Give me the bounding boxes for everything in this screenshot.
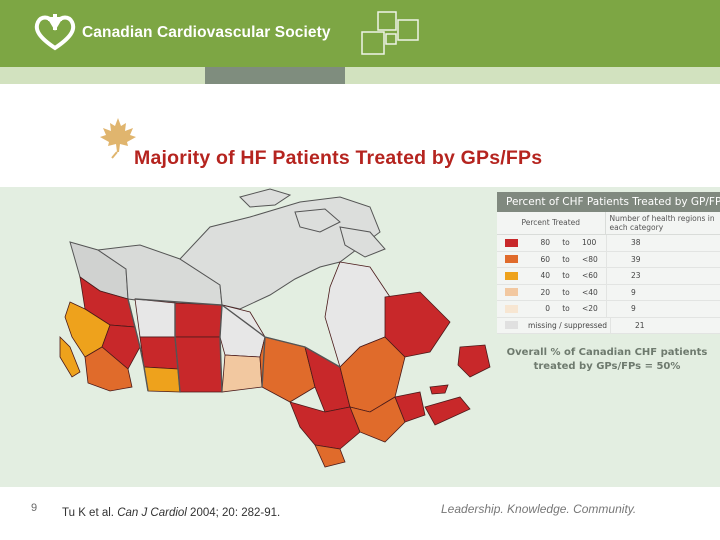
legend-region-count: 9 (606, 284, 636, 300)
legend-range-low: 0 (545, 304, 550, 314)
bc-region-south (84, 346, 133, 392)
canada-health-region-map (59, 188, 491, 468)
ccs-heart-logo-icon (34, 14, 76, 51)
legend-range-low: 80 (540, 238, 550, 248)
manitoba-north (219, 304, 266, 358)
nova-scotia-region (424, 396, 471, 426)
legend-swatch (505, 255, 518, 264)
manitoba-south (221, 354, 263, 393)
arctic-island-1 (239, 188, 292, 208)
legend-range-low: 60 (540, 254, 550, 264)
arctic-island-3 (339, 226, 386, 258)
legend-region-count: 38 (606, 235, 641, 251)
legend-range-to: to (562, 271, 570, 281)
legend-missing-label: missing / suppressed (528, 320, 608, 330)
legend-title: Percent of CHF Patients Treated by GP/FP (497, 192, 720, 212)
legend-range-low: 20 (540, 287, 550, 297)
arctic-island-2 (294, 208, 341, 233)
decorative-squares-icon (361, 11, 419, 55)
header-stripe-light (0, 67, 205, 84)
new-brunswick-region (394, 391, 426, 423)
legend-row: 80 to 100 38 (497, 235, 720, 252)
bc-region-interior (101, 324, 141, 370)
legend-swatch (505, 321, 518, 330)
legend-region-count: 9 (606, 301, 636, 317)
ontario-north-west (259, 336, 316, 403)
legend-region-count: 23 (606, 268, 641, 284)
legend-range-to: to (562, 238, 570, 248)
saskatchewan-south (174, 336, 223, 393)
alberta-central (139, 336, 179, 370)
legend-range-high: 100 (582, 238, 597, 248)
newfoundland-region (457, 344, 491, 378)
tagline: Leadership. Knowledge. Community. (441, 502, 637, 516)
alberta-north (134, 298, 176, 338)
map-legend: Percent of CHF Patients Treated by GP/FP… (497, 192, 720, 334)
legend-region-count: 21 (610, 317, 645, 333)
legend-swatch (505, 304, 518, 313)
bc-island (59, 336, 81, 378)
citation: Tu K et al. Can J Cardiol 2004; 20: 282-… (62, 507, 280, 519)
alberta-south (143, 366, 181, 393)
org-name: Canadian Cardiovascular Society (82, 24, 331, 41)
maple-leaf-icon (100, 118, 136, 159)
legend-column-headers: Percent Treated Number of health regions… (497, 212, 720, 235)
header-stripe-light-right (345, 67, 720, 84)
legend-swatch (505, 271, 518, 280)
legend-range-high: <80 (582, 254, 598, 264)
overall-line-1: Overall % of Canadian CHF patients (506, 347, 708, 358)
legend-range-to: to (562, 287, 570, 297)
saskatchewan-north (174, 302, 223, 338)
legend-range-high: <20 (582, 304, 598, 314)
header-bar (0, 0, 720, 67)
ontario-golden-horseshoe (314, 444, 346, 468)
overall-line-2: treated by GPs/FPs = 50% (533, 361, 681, 372)
legend-range-low: 40 (540, 271, 550, 281)
legend-region-count: 39 (606, 251, 641, 267)
legend-row: 20 to <40 9 (497, 284, 720, 301)
legend-row: 60 to <80 39 (497, 251, 720, 268)
citation-details: 2004; 20: 282-91. (186, 507, 281, 519)
legend-range-to: to (562, 304, 570, 314)
slide-title: Majority of HF Patients Treated by GPs/F… (134, 147, 543, 169)
legend-swatch (505, 238, 518, 247)
overall-summary: Overall % of Canadian CHF patients treat… (504, 346, 710, 374)
legend-rows: 80 to 100 38 60 to <80 39 40 to <60 23 20 to <40 9 0 to <2… (497, 235, 720, 334)
legend-col-percent: Percent Treated (521, 218, 581, 227)
legend-row: 0 to <20 9 (497, 301, 720, 318)
header-stripe-grey (205, 67, 345, 84)
ontario-south (289, 401, 361, 450)
legend-row: missing / suppressed 21 (497, 317, 720, 334)
citation-authors: Tu K et al. (62, 507, 118, 519)
pei-region (429, 384, 449, 395)
slide-number: 9 (31, 502, 38, 514)
legend-swatch (505, 288, 518, 297)
labrador-region (384, 291, 451, 358)
legend-range-high: <40 (582, 287, 598, 297)
legend-range-to: to (562, 254, 570, 264)
legend-range-high: <60 (582, 271, 598, 281)
citation-journal: Can J Cardiol (117, 507, 187, 519)
legend-row: 40 to <60 23 (497, 268, 720, 285)
legend-col-regions: Number of health regions in each categor… (604, 212, 720, 234)
